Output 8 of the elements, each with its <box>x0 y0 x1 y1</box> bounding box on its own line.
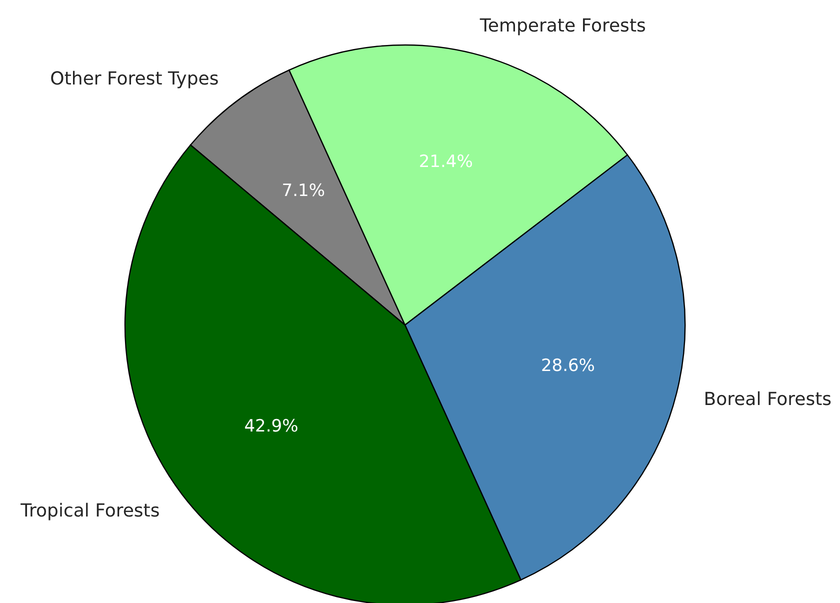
slice-label: Temperate Forests <box>478 15 646 36</box>
data-label: 7.1% <box>282 181 325 202</box>
slice-label: Boreal Forests <box>704 388 832 410</box>
slice-label: Other Forest Types <box>50 68 219 90</box>
data-label: 28.6% <box>540 356 595 376</box>
data-label: 21.4% <box>418 152 473 172</box>
slice-label: Tropical Forests <box>20 500 160 522</box>
data-label: 42.9% <box>244 416 298 437</box>
